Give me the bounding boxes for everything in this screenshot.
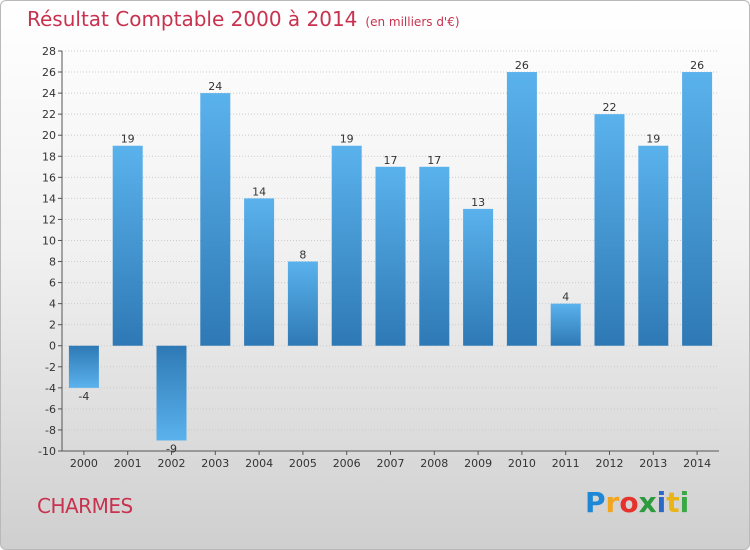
y-tick-label: 18 [42,150,56,163]
chart-title: Résultat Comptable 2000 à 2014 (en millie… [27,7,460,31]
bar [550,303,581,346]
data-label: 14 [252,185,266,198]
bars [68,72,713,441]
logo-letter: t [666,486,680,519]
bar [244,198,275,346]
x-tick-label: 2006 [333,457,361,470]
y-tick-label: 4 [49,298,56,311]
y-tick-label: 28 [42,45,56,58]
x-tick-label: 2009 [464,457,492,470]
bar [638,145,669,346]
data-label: 17 [427,154,441,167]
y-tick-label: -4 [45,382,56,395]
bar [506,72,537,346]
chart-subtitle: (en milliers d'€) [365,15,460,29]
x-tick-label: 2005 [289,457,317,470]
logo-letter: i [679,486,690,519]
data-label: 4 [562,291,569,304]
y-tick-label: 16 [42,171,56,184]
logo-letter: P [585,486,606,519]
y-tick-label: 14 [42,192,56,205]
bar [112,145,143,346]
y-tick-label: 26 [42,66,56,79]
proxiti-logo[interactable]: Proxiti [585,486,689,519]
x-tick-label: 2002 [158,457,186,470]
x-axis: 2000 2001 2002 2003 2004 2005 2006 2007 2008 2009… [62,450,719,470]
data-label: 26 [690,59,704,72]
x-tick-label: 2012 [596,457,624,470]
bar [375,166,406,346]
x-tick-label: 2010 [508,457,536,470]
data-label: -4 [78,390,89,403]
bar [156,345,187,441]
logo-letter: r [605,486,620,519]
town-name: CHARMES [37,494,133,518]
data-label: -9 [166,442,177,455]
y-tick-label: -6 [45,403,56,416]
data-label: 22 [603,101,617,114]
data-label: 26 [515,59,529,72]
bar [682,72,713,346]
data-label: 13 [471,196,485,209]
x-tick-label: 2001 [114,457,142,470]
bar [331,145,362,346]
value-labels: -4 19 -9 24 14 8 19 17 17 13 26 4 22 19 26 [78,59,704,455]
y-tick-label: 0 [49,340,56,353]
x-tick-label: 2003 [201,457,229,470]
y-tick-label: 24 [42,87,56,100]
data-label: 17 [384,154,398,167]
y-tick-label: 22 [42,108,56,121]
data-label: 19 [646,133,660,146]
bar [200,93,231,346]
bar [463,208,494,346]
x-tick-label: 2014 [683,457,711,470]
bar [594,114,625,346]
chart-title-text: Résultat Comptable 2000 à 2014 [27,7,358,31]
x-tick-label: 2004 [245,457,273,470]
x-tick-label: 2011 [552,457,580,470]
x-tick-label: 2007 [377,457,405,470]
y-tick-label: -10 [38,445,56,458]
data-label: 24 [208,80,222,93]
y-tick-label: 6 [49,277,56,290]
logo-letter: x [638,486,657,519]
logo-letter: o [619,486,639,519]
y-tick-label: 12 [42,213,56,226]
y-tick-label: 8 [49,256,56,269]
data-label: 19 [121,133,135,146]
y-tick-label: 10 [42,234,56,247]
x-tick-label: 2013 [639,457,667,470]
y-tick-label: -8 [45,424,56,437]
data-label: 8 [299,249,306,262]
bar [68,345,99,388]
y-tick-label: -2 [45,361,56,374]
data-label: 19 [340,133,354,146]
logo-letter: i [656,486,667,519]
x-tick-label: 2000 [70,457,98,470]
y-tick-label: 2 [49,319,56,332]
bar [287,261,318,346]
x-tick-label: 2008 [420,457,448,470]
y-tick-label: 20 [42,129,56,142]
bar [419,166,450,346]
